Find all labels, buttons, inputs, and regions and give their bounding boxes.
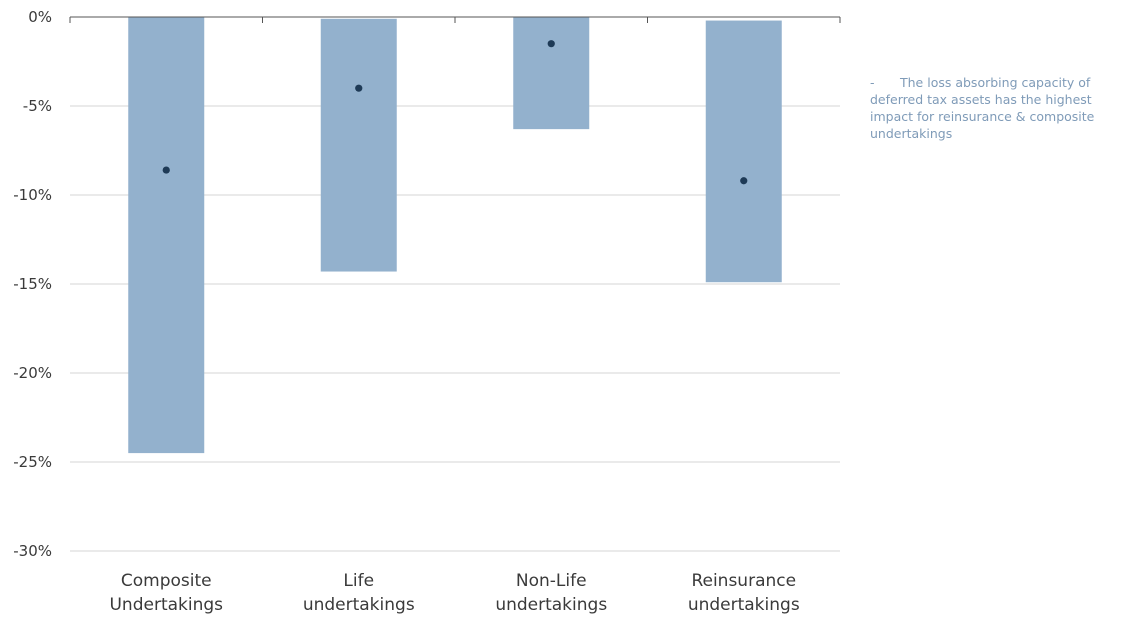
x-axis — [69, 16, 841, 23]
range-bar — [705, 20, 782, 283]
point-marker — [547, 40, 555, 48]
y-tick-label: -20% — [13, 364, 52, 382]
x-category-label: Life — [343, 571, 374, 591]
x-category-label: undertakings — [303, 595, 415, 615]
x-category-label: Non-Life — [516, 571, 587, 591]
y-tick-label: -30% — [13, 542, 52, 560]
y-tick-label: -15% — [13, 275, 52, 293]
point-marker — [355, 84, 363, 92]
annotation-note: - The loss absorbing capacity of deferred… — [870, 74, 1138, 142]
range-bar — [128, 17, 205, 454]
point-marker — [162, 166, 170, 174]
point-marker — [740, 177, 748, 185]
x-axis-labels: Composite Undertakings Life undertakings Non… — [109, 571, 799, 615]
x-category-label: undertakings — [495, 595, 607, 615]
range-bar — [320, 18, 397, 272]
x-category-label: undertakings — [688, 595, 800, 615]
y-tick-label: -5% — [23, 97, 52, 115]
y-axis-labels: 0% -5% -10% -15% -20% -25% -30% — [13, 8, 52, 560]
y-tick-label: -10% — [13, 186, 52, 204]
point-markers — [162, 40, 748, 185]
x-category-label: Composite — [121, 571, 212, 591]
y-tick-label: -25% — [13, 453, 52, 471]
range-bars — [128, 17, 782, 454]
y-tick-label: 0% — [28, 8, 52, 26]
note-bullet: - — [870, 75, 875, 90]
note-text: The loss absorbing capacity of deferred … — [870, 75, 1095, 141]
range-bar — [513, 17, 590, 130]
x-category-label: Reinsurance — [691, 571, 796, 591]
x-category-label: Undertakings — [109, 595, 223, 615]
